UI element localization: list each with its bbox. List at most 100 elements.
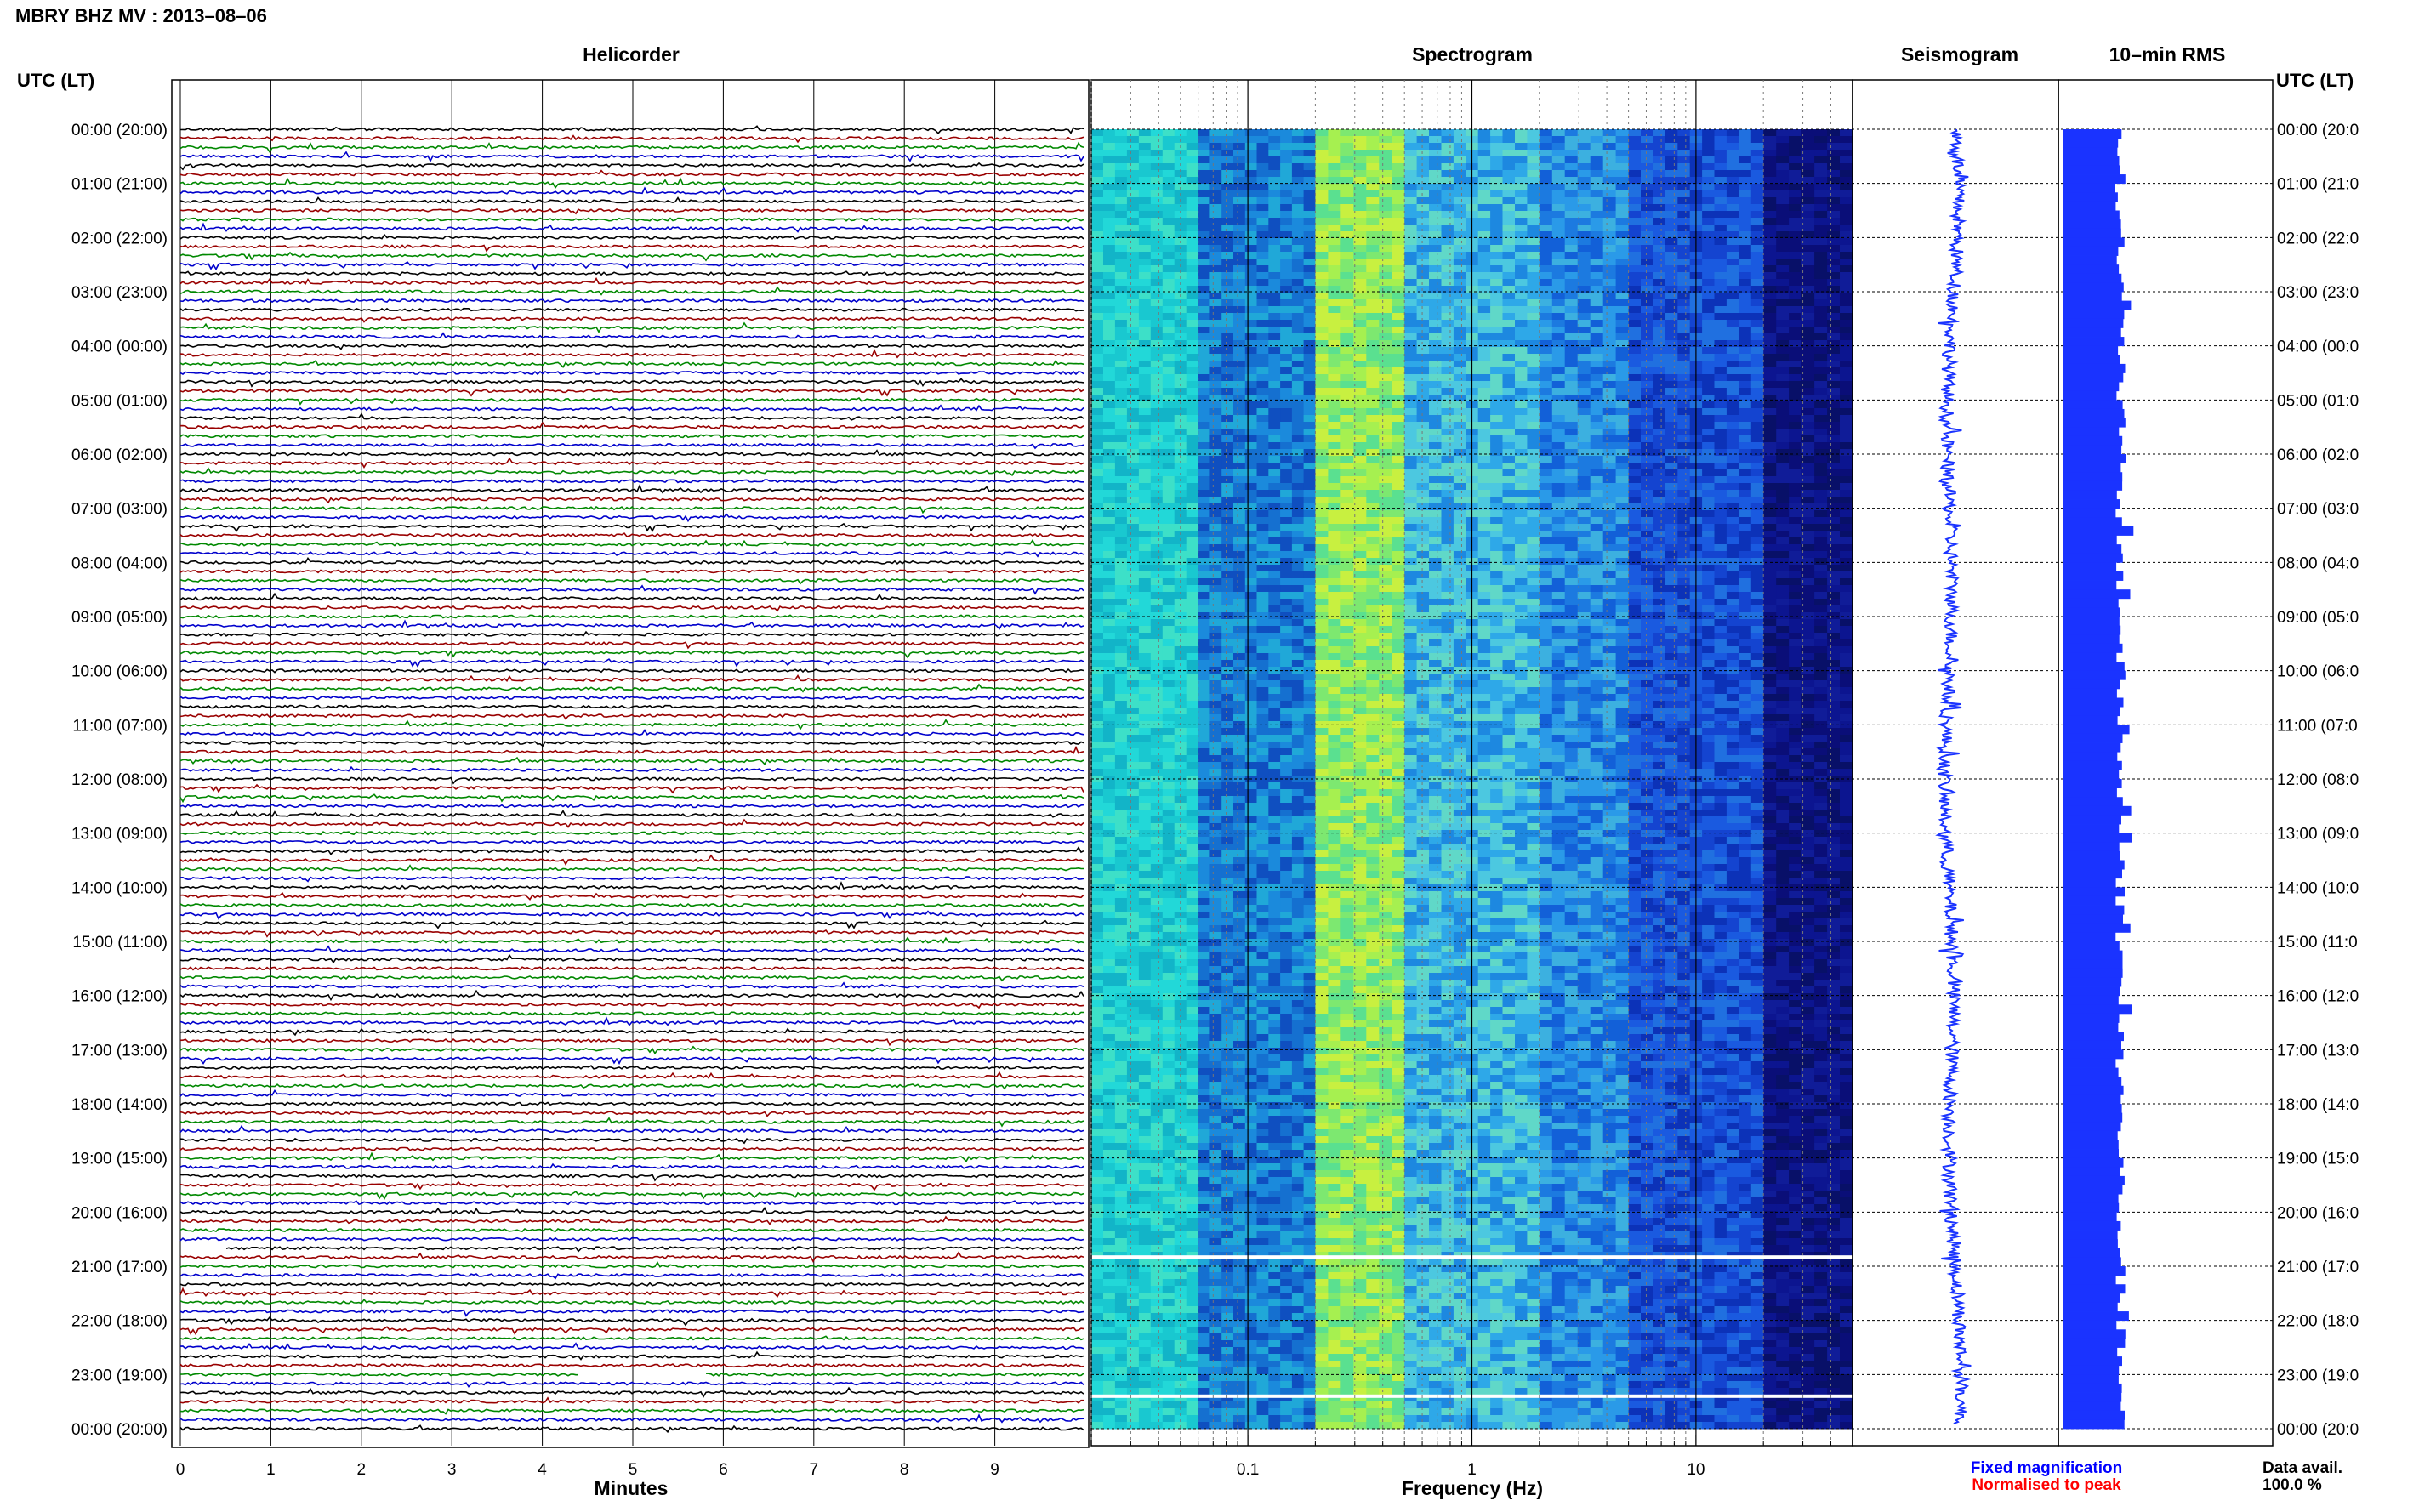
- helicorder-trace: [179, 495, 1084, 504]
- spectrogram-cell: [1186, 286, 1199, 293]
- spectrogram-cell: [1303, 442, 1316, 450]
- spectrogram-cell: [1244, 490, 1258, 497]
- spectrogram-cell: [1150, 129, 1164, 137]
- spectrogram-cell: [1233, 340, 1246, 348]
- spectrogram-cell: [1103, 483, 1116, 491]
- spectrogram-cell: [1280, 558, 1293, 566]
- spectrogram-cell: [1429, 605, 1442, 613]
- spectrogram-cell: [1210, 320, 1222, 327]
- spectrogram-cell: [1827, 279, 1841, 287]
- spectrogram-cell: [1256, 299, 1269, 307]
- spectrogram-cell: [1114, 299, 1128, 307]
- spectrogram-cell: [1244, 197, 1258, 205]
- spectrogram-cell: [1677, 293, 1691, 300]
- spectrogram-cell: [1366, 340, 1380, 348]
- helicorder-trace: [179, 505, 1084, 514]
- spectrogram-cell: [1256, 578, 1269, 586]
- spectrogram-cell: [1416, 333, 1430, 341]
- spectrogram-cell: [1477, 408, 1491, 416]
- spectrogram-cell: [1763, 544, 1777, 552]
- spectrogram-cell: [1150, 245, 1164, 253]
- spectrogram-cell: [1404, 558, 1418, 566]
- spectrogram-cell: [1602, 190, 1617, 198]
- spectrogram-cell: [1210, 524, 1222, 531]
- spectrogram-cell: [1551, 395, 1566, 402]
- spectrogram-cell: [1268, 517, 1281, 525]
- spectrogram-cell: [1198, 238, 1211, 246]
- spectrogram-cell: [1303, 238, 1316, 246]
- spectrogram-cell: [1602, 218, 1617, 225]
- spectrogram-cell: [1198, 524, 1211, 531]
- spectrogram-cell: [1564, 483, 1579, 491]
- spectrogram-cell: [1453, 653, 1466, 661]
- spectrogram-cell: [1186, 252, 1199, 259]
- spectrogram-cell: [1551, 531, 1566, 538]
- spectrogram-cell: [1198, 639, 1211, 647]
- spectrogram-cell: [1539, 537, 1553, 545]
- spectrogram-cell: [1539, 286, 1553, 293]
- spectrogram-cell: [1404, 422, 1418, 429]
- spectrogram-cell: [1702, 490, 1716, 497]
- spectrogram-cell: [1702, 190, 1716, 198]
- spectrogram-cell: [1564, 415, 1579, 423]
- spectrogram-cell: [1677, 633, 1691, 640]
- spectrogram-cell: [1244, 537, 1258, 545]
- spectrogram-cell: [1328, 374, 1341, 382]
- spectrogram-cell: [1515, 619, 1528, 627]
- spectrogram-cell: [1198, 340, 1211, 348]
- spectrogram-cell: [1702, 354, 1716, 361]
- spectrogram-cell: [1198, 381, 1211, 389]
- spectrogram-cell: [1244, 551, 1258, 559]
- spectrogram-cell: [1564, 531, 1579, 538]
- spectrogram-cell: [1174, 442, 1187, 450]
- spectrogram-cell: [1789, 136, 1802, 144]
- spectrogram-cell: [1615, 565, 1630, 572]
- spectrogram-cell: [1590, 537, 1604, 545]
- spectrogram-cell: [1615, 143, 1630, 151]
- spectrogram-cell: [1539, 197, 1553, 205]
- spectrogram-cell: [1653, 517, 1666, 525]
- spectrogram-cell: [1602, 605, 1617, 613]
- spectrogram-cell: [1114, 415, 1128, 423]
- spectrogram-cell: [1814, 327, 1828, 334]
- spectrogram-cell: [1665, 537, 1678, 545]
- spectrogram-cell: [1539, 558, 1553, 566]
- spectrogram-cell: [1702, 136, 1716, 144]
- spectrogram-cell: [1353, 354, 1367, 361]
- spectrogram-cell: [1198, 605, 1211, 613]
- spectrogram-cell: [1210, 197, 1222, 205]
- spectrogram-cell: [1665, 449, 1678, 457]
- helicorder-trace: [179, 277, 1084, 286]
- spectrogram-cell: [1789, 517, 1802, 525]
- spectrogram-cell: [1340, 333, 1354, 341]
- spectrogram-cell: [1814, 238, 1828, 246]
- spectrogram-cell: [1564, 150, 1579, 157]
- spectrogram-cell: [1590, 347, 1604, 355]
- spectrogram-cell: [1814, 136, 1828, 144]
- spectrogram-cell: [1256, 272, 1269, 280]
- spectrogram-cell: [1801, 252, 1815, 259]
- spectrogram-cell: [1353, 435, 1367, 443]
- spectrogram-cell: [1714, 347, 1727, 355]
- spectrogram-cell: [1303, 354, 1316, 361]
- spectrogram-cell: [1551, 388, 1566, 395]
- spectrogram-cell: [1789, 259, 1802, 266]
- helicorder-trace: [179, 1372, 1084, 1377]
- spectrogram-cell: [1665, 653, 1678, 661]
- spectrogram-cell: [1429, 388, 1442, 395]
- spectrogram-cell: [1244, 231, 1258, 239]
- spectrogram-cell: [1340, 259, 1354, 266]
- spectrogram-cell: [1515, 170, 1528, 178]
- spectrogram-cell: [1210, 367, 1222, 375]
- spectrogram-cell: [1091, 544, 1104, 552]
- spectrogram-cell: [1677, 531, 1691, 538]
- spectrogram-cell: [1653, 476, 1666, 484]
- spectrogram-cell: [1515, 612, 1528, 620]
- spectrogram-cell: [1328, 619, 1341, 627]
- spectrogram-cell: [1453, 639, 1466, 647]
- spectrogram-cell: [1268, 156, 1281, 164]
- spectrogram-cell: [1641, 265, 1653, 273]
- spectrogram-cell: [1453, 279, 1466, 287]
- spectrogram-cell: [1677, 612, 1691, 620]
- spectrogram-cell: [1186, 476, 1199, 484]
